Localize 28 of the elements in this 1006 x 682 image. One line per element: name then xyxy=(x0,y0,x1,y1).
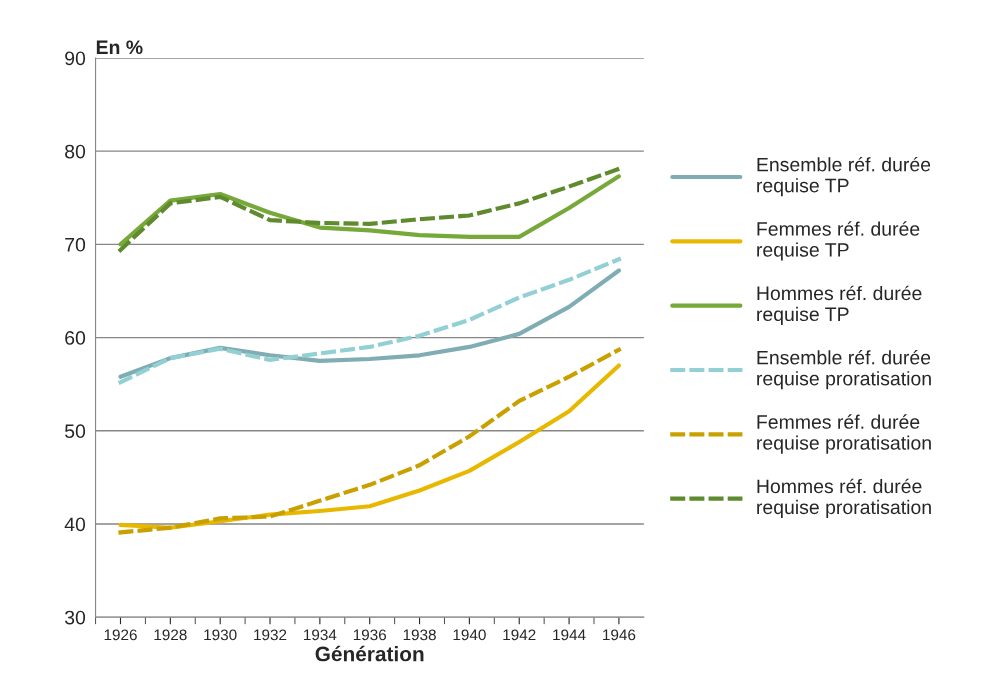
legend-label: Femmes réf. durée requise TP xyxy=(757,221,920,261)
y-tick-label: 30 xyxy=(64,610,86,625)
legend-label: Femmes réf. durée requise proratisation xyxy=(757,414,931,454)
legend-label: Ensemble réf. durée requise proratisation xyxy=(757,350,931,390)
x-tick-label: 1928 xyxy=(154,629,187,641)
x-tick-label: 1932 xyxy=(254,629,287,641)
y-tick-label: 90 xyxy=(65,51,86,66)
y-axis-title: En % xyxy=(96,40,143,55)
y-tick-label: 80 xyxy=(65,144,86,159)
x-tick-label: 1944 xyxy=(553,629,586,641)
y-tick-label: 40 xyxy=(64,517,86,532)
line-series xyxy=(118,166,622,253)
x-tick-label: 1942 xyxy=(503,629,536,641)
x-tick-label: 1930 xyxy=(204,629,237,641)
legend-label: Hommes réf. durée requise proratisation xyxy=(757,478,931,518)
y-tick-label: 60 xyxy=(65,331,86,345)
x-tick-label: 1946 xyxy=(603,629,636,641)
x-tick-label: 1934 xyxy=(304,629,337,641)
x-tick-label: 1938 xyxy=(403,629,436,641)
x-tick-label: 1936 xyxy=(353,629,387,641)
legend-label: Ensemble réf. durée requise TP xyxy=(757,156,931,197)
line-series xyxy=(118,174,622,247)
y-tick-label: 70 xyxy=(65,237,86,252)
y-tick-label: 50 xyxy=(65,424,86,439)
x-tick-label: 1940 xyxy=(453,629,486,641)
legend-label: Hommes réf. durée requise TP xyxy=(757,285,922,325)
x-axis-title: Génération xyxy=(315,645,424,662)
x-tick-label: 1926 xyxy=(104,629,137,641)
